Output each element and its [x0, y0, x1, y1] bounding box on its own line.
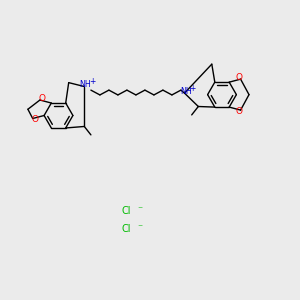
- Text: NH: NH: [79, 80, 91, 89]
- Text: O: O: [38, 94, 46, 103]
- Text: Cl: Cl: [121, 206, 131, 217]
- Text: O: O: [235, 74, 242, 82]
- Text: O: O: [235, 107, 242, 116]
- Text: O: O: [31, 116, 38, 124]
- Text: ⁻: ⁻: [137, 223, 142, 233]
- Text: +: +: [89, 77, 95, 86]
- Text: Cl: Cl: [121, 224, 131, 235]
- Text: NH: NH: [180, 87, 192, 96]
- Text: +: +: [189, 84, 196, 93]
- Text: ⁻: ⁻: [137, 205, 142, 215]
